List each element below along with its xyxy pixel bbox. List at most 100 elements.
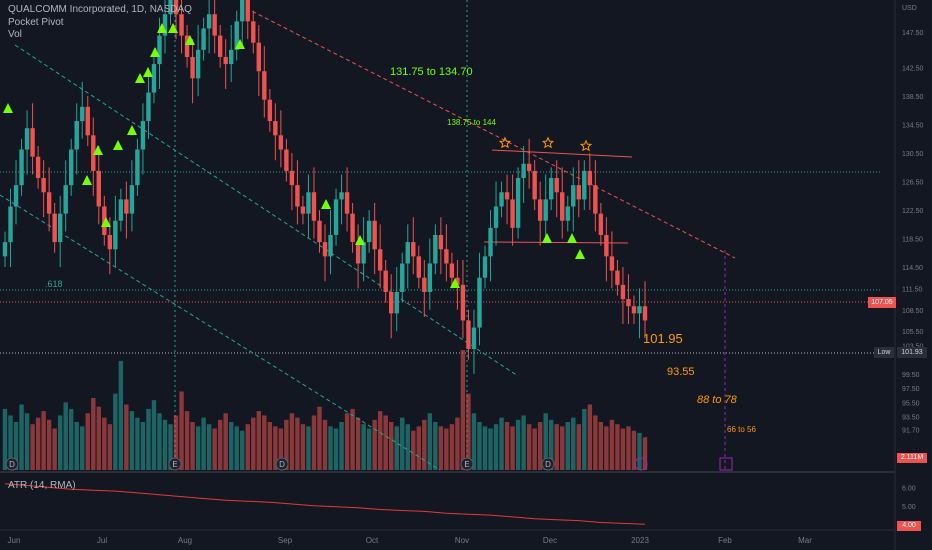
volume-bar <box>598 422 604 470</box>
volume-bar <box>102 417 107 470</box>
time-tick: Nov <box>455 536 469 545</box>
candle <box>510 199 515 228</box>
volume-bar <box>57 415 63 470</box>
candle <box>195 49 201 79</box>
candle <box>118 199 124 221</box>
volume-bar <box>471 413 477 470</box>
volume-bar <box>118 360 124 470</box>
candle <box>355 242 361 264</box>
target-2: 93.55 <box>667 366 695 378</box>
volume-bar <box>482 426 488 470</box>
candle <box>571 185 576 207</box>
candle <box>422 277 427 292</box>
volume-bar <box>499 417 504 470</box>
pocket-pivot-marker <box>157 23 167 33</box>
time-tick: Jun <box>8 536 21 545</box>
time-tick: Jul <box>97 536 107 545</box>
annotation-zone-1: 131.75 to 134.70 <box>390 66 473 78</box>
volume-bar <box>400 417 405 470</box>
volume-bar <box>593 415 598 470</box>
candle <box>212 14 217 36</box>
candle <box>74 121 79 150</box>
candle <box>240 0 245 22</box>
flash-marker <box>634 457 648 471</box>
candle <box>477 277 482 328</box>
axes: 147.50 142.50 138.50 134.50 130.50 126.50 122.… <box>8 5 924 545</box>
volume-bar <box>41 411 46 470</box>
volume-bar <box>240 430 245 470</box>
candle <box>201 28 206 50</box>
pocket-pivot-marker <box>150 47 160 57</box>
candle <box>471 327 477 349</box>
volume-bar <box>229 422 234 470</box>
volume-bar <box>295 417 300 470</box>
volume-bar <box>504 422 510 470</box>
pocket-pivot-marker <box>3 103 13 113</box>
volume-bar <box>212 428 217 470</box>
target-1: 101.95 <box>643 331 683 346</box>
volume-bar <box>416 426 421 470</box>
candle <box>24 128 30 150</box>
volume-bar <box>35 417 41 470</box>
volume-bar <box>405 424 410 470</box>
candle <box>615 270 620 285</box>
volume-bar <box>626 426 631 470</box>
volume-bars <box>2 350 648 470</box>
volume-bar <box>493 424 499 470</box>
candle <box>190 56 195 79</box>
pocket-pivot-marker <box>355 235 365 245</box>
candle <box>184 35 190 57</box>
volume-bar <box>273 426 278 470</box>
candle <box>499 192 504 207</box>
price-tick: 118.50 <box>902 237 923 244</box>
candle <box>554 178 559 193</box>
candle <box>85 106 90 136</box>
volume-bar <box>449 424 455 470</box>
volume-bar <box>549 419 554 470</box>
volume-bar <box>107 424 113 470</box>
candle <box>229 49 234 65</box>
candle <box>532 170 537 200</box>
candle <box>69 149 74 186</box>
volume-bar <box>576 424 581 470</box>
pocket-pivot-marker <box>168 23 178 33</box>
volume-bar <box>157 413 162 470</box>
candle <box>543 199 548 221</box>
volume-bar <box>113 393 118 470</box>
volume-bar <box>173 415 179 470</box>
pocket-pivot-marker <box>127 125 137 135</box>
volume-bar <box>615 424 620 470</box>
candle <box>80 106 85 122</box>
candle <box>593 185 598 214</box>
candle <box>30 128 35 157</box>
volume-bar <box>311 415 317 470</box>
volume-bar <box>350 408 355 470</box>
candle <box>405 242 410 264</box>
volume-bar <box>251 417 256 470</box>
candle <box>350 213 355 243</box>
pocket-pivot-marker <box>113 140 123 150</box>
price-tick: 134.50 <box>902 123 924 130</box>
candle <box>289 170 295 186</box>
volume-bar <box>24 413 30 470</box>
candle <box>389 291 394 314</box>
event-marker-label: D <box>9 460 15 469</box>
neckline-top <box>491 149 633 158</box>
volume-bar <box>361 424 366 470</box>
volume-bar <box>80 426 85 470</box>
target-4: 66 to 56 <box>727 425 756 434</box>
candle <box>151 64 157 93</box>
candle <box>466 320 471 349</box>
volume-bar <box>19 404 24 470</box>
volume-bar <box>582 408 587 470</box>
candle <box>576 185 581 200</box>
volume-bar <box>455 417 460 470</box>
volume-bar <box>642 437 648 470</box>
candle <box>13 185 19 207</box>
time-tick: Feb <box>718 536 732 545</box>
candle <box>52 213 57 243</box>
volume-bar <box>63 402 68 470</box>
time-tick: Oct <box>366 536 379 545</box>
candle <box>366 220 372 243</box>
